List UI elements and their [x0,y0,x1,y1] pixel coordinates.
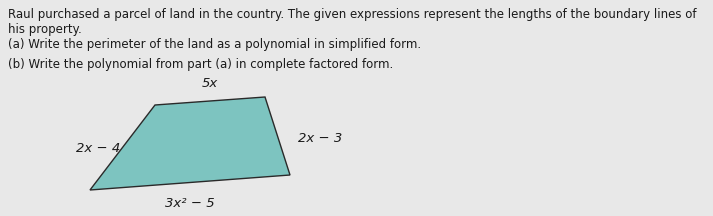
Polygon shape [90,97,290,190]
Text: (a) Write the perimeter of the land as a polynomial in simplified form.: (a) Write the perimeter of the land as a… [8,38,421,51]
Text: 2x − 3: 2x − 3 [298,132,342,145]
Text: Raul purchased a parcel of land in the country. The given expressions represent : Raul purchased a parcel of land in the c… [8,8,697,36]
Text: 2x − 4: 2x − 4 [76,141,120,154]
Text: 3x² − 5: 3x² − 5 [165,197,215,210]
Text: (b) Write the polynomial from part (a) in complete factored form.: (b) Write the polynomial from part (a) i… [8,58,394,71]
Text: 5x: 5x [202,77,218,90]
